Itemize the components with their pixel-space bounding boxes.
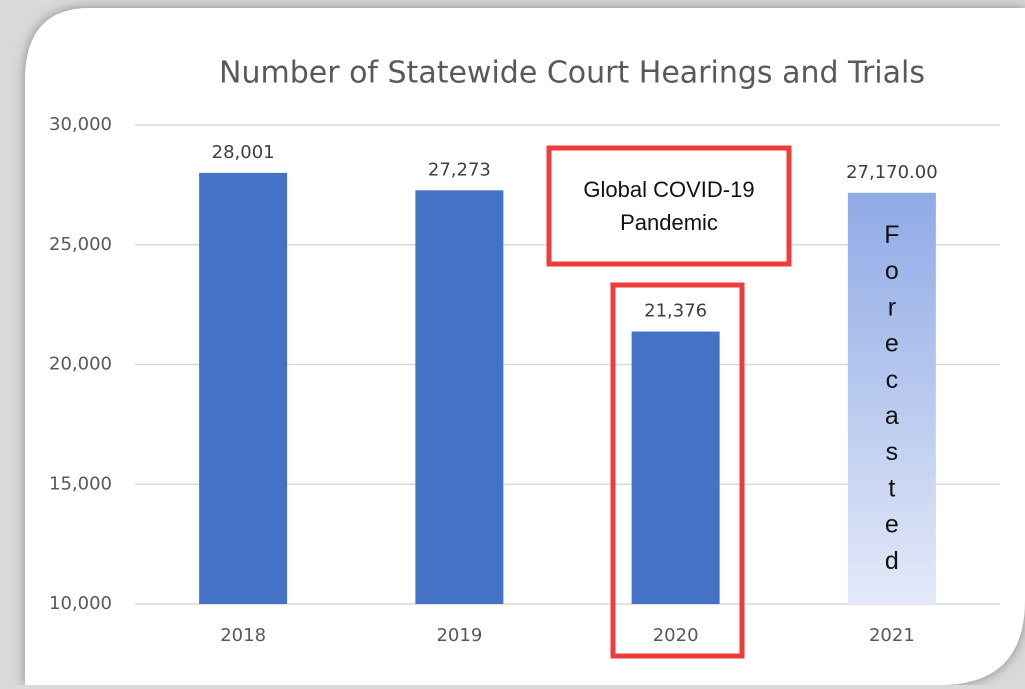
value-label: 27,170.00 [846, 162, 938, 183]
bar [847, 192, 936, 604]
x-tick-label: 2018 [220, 625, 266, 646]
y-tick-label: 10,000 [49, 593, 112, 614]
bar [631, 331, 720, 604]
annotation-box [546, 145, 792, 267]
highlight-box [610, 282, 745, 659]
value-label: 21,376 [644, 301, 707, 322]
value-label: 27,273 [428, 159, 491, 180]
annotation-text: Pandemic [620, 210, 718, 235]
y-tick-label: 25,000 [49, 234, 112, 255]
chart-title: Number of Statewide Court Hearings and T… [219, 56, 925, 91]
y-tick-label: 20,000 [49, 354, 112, 375]
y-tick-label: 30,000 [49, 114, 112, 135]
x-tick-label: 2021 [869, 625, 915, 646]
bar [199, 172, 288, 605]
x-tick-label: 2020 [653, 625, 699, 646]
value-label: 28,001 [212, 142, 275, 163]
x-tick-label: 2019 [436, 625, 482, 646]
y-tick-label: 15,000 [49, 473, 112, 494]
annotation-text: Global COVID-19 [583, 177, 754, 202]
bar [415, 190, 504, 604]
